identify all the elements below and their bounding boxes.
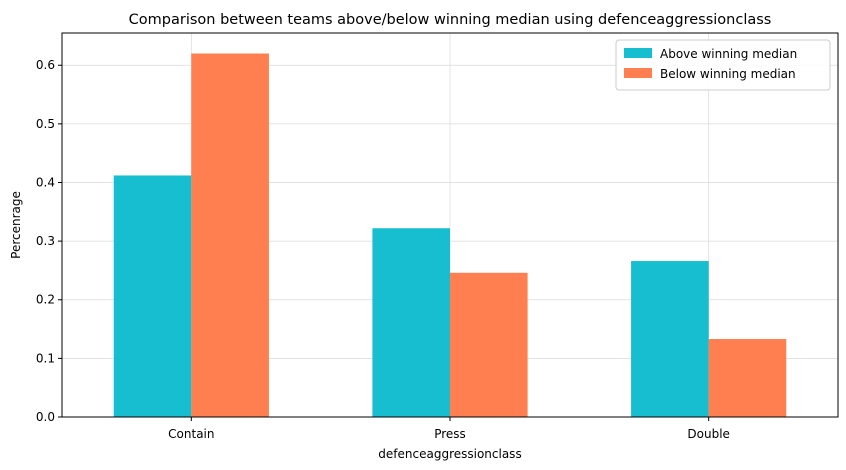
y-tick-label-0: 0.0 (36, 410, 55, 424)
bar-below-contain (191, 53, 269, 418)
x-tick-label-press: Press (434, 427, 466, 441)
y-tick-label-6: 0.6 (36, 58, 55, 72)
ticks: 0.0 0.1 0.2 0.3 0.4 0.5 0.6 Contain Press Double (36, 58, 730, 441)
legend-swatch-above (624, 48, 652, 58)
bar-above-press (372, 228, 450, 417)
x-tick-label-double: Double (687, 427, 730, 441)
y-tick-label-5: 0.5 (36, 117, 55, 131)
legend-swatch-below (624, 68, 652, 78)
bar-above-contain (113, 175, 192, 417)
y-tick-label-3: 0.3 (36, 234, 55, 248)
y-tick-label-1: 0.1 (36, 351, 55, 365)
legend-label-below: Below winning median (660, 67, 796, 81)
bars (113, 53, 787, 418)
x-axis-label: defenceaggressionclass (378, 447, 521, 461)
x-tick-label-contain: Contain (168, 427, 214, 441)
y-tick-label-2: 0.2 (36, 293, 55, 307)
bar-below-press (450, 272, 528, 417)
bar-above-double (631, 261, 709, 417)
legend-label-above: Above winning median (660, 47, 797, 61)
legend: Above winning median Below winning median (615, 39, 831, 91)
bar-below-double (708, 339, 787, 417)
legend-box (615, 39, 831, 91)
y-axis-label: Percenrage (9, 191, 23, 259)
y-tick-label-4: 0.4 (36, 175, 55, 189)
chart-title: Comparison between teams above/below win… (129, 12, 772, 28)
